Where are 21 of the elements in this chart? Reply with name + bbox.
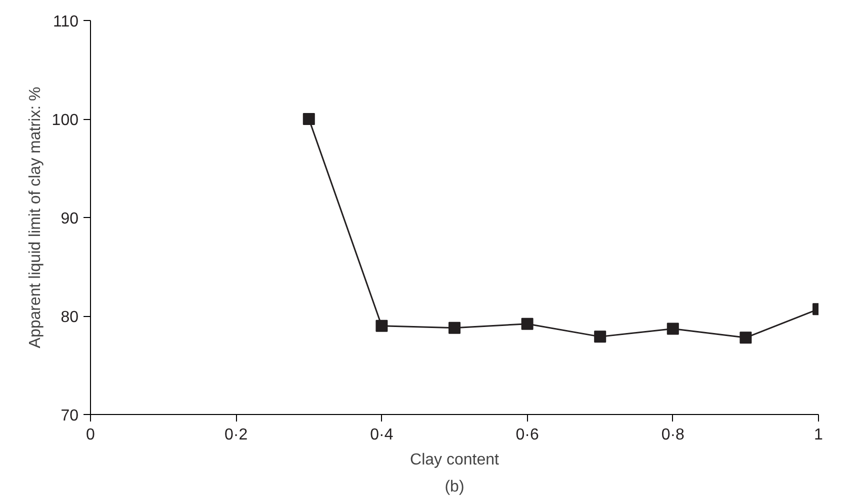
- point: [376, 320, 388, 332]
- y-tick-label: 110: [52, 14, 79, 30]
- x-tick-label: 0·8: [661, 426, 685, 444]
- x-tick-label: 0·4: [370, 426, 394, 444]
- x-axis-title: Clay content: [410, 452, 500, 468]
- text: (b): [444, 478, 464, 496]
- y-tick-label: 80: [60, 309, 79, 326]
- point: [521, 318, 534, 330]
- y-tick-label: 100: [52, 112, 79, 129]
- point: [302, 113, 315, 125]
- point: [740, 332, 752, 344]
- y-tick-label: 70: [60, 408, 79, 424]
- point: [448, 322, 460, 334]
- x-tick-label: 0·6: [516, 426, 539, 444]
- x-tick-label: 0·2: [224, 426, 248, 444]
- point: [666, 322, 679, 335]
- y-tick-label: 90: [60, 210, 79, 228]
- point: [594, 330, 606, 343]
- x-tick-label: 1: [814, 426, 824, 444]
- y-axis-title: Apparent liquid limit of clay matrix: %: [26, 86, 44, 348]
- x-tick-label: 0: [86, 426, 96, 444]
